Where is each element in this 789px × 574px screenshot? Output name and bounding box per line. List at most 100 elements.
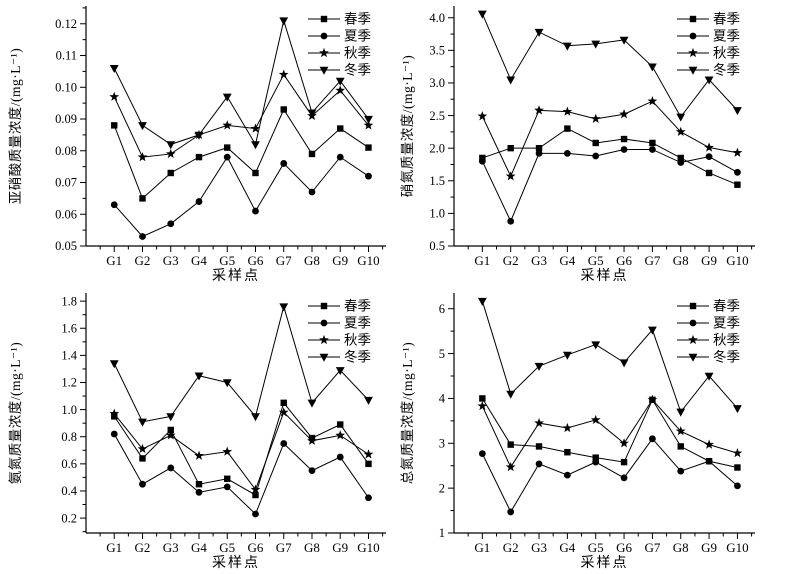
marker-star	[137, 152, 148, 162]
marker-circle	[705, 153, 713, 161]
marker-star	[505, 171, 516, 181]
legend-item: 夏季	[677, 29, 740, 44]
marker-star	[222, 120, 233, 130]
marker-star	[590, 414, 601, 425]
marker-star	[619, 109, 629, 119]
marker-square	[649, 139, 656, 147]
legend-item: 春季	[308, 299, 371, 314]
marker-triangle-down	[477, 297, 487, 306]
marker-star	[704, 439, 714, 449]
legend-label: 夏季	[713, 29, 740, 44]
svg-text:1.5: 1.5	[429, 174, 445, 188]
legend-item: 冬季	[308, 350, 371, 365]
marker-triangle-down	[591, 341, 601, 350]
marker-circle	[365, 494, 372, 502]
marker-square	[535, 144, 543, 152]
marker-circle	[507, 508, 515, 516]
svg-text:2: 2	[439, 481, 445, 495]
x-ticks	[99, 246, 384, 252]
legend-item: 夏季	[677, 316, 740, 331]
series-square	[111, 106, 372, 202]
svg-text:5: 5	[439, 347, 445, 361]
marker-circle	[280, 160, 288, 167]
marker-triangle-down	[619, 359, 629, 368]
marker-circle	[535, 460, 543, 468]
marker-circle	[139, 480, 146, 488]
svg-text:G1: G1	[474, 253, 490, 268]
marker-triangle-down	[335, 367, 345, 376]
svg-text:G3: G3	[163, 253, 179, 268]
marker-circle	[592, 458, 600, 466]
svg-text:1.2: 1.2	[61, 376, 77, 390]
marker-square	[167, 426, 174, 434]
x-axis-label: 采样点	[212, 555, 260, 571]
marker-circle	[320, 319, 328, 327]
marker-triangle-down	[319, 353, 329, 362]
marker-star	[165, 430, 176, 440]
legend-label: 冬季	[344, 63, 371, 78]
marker-star	[319, 334, 329, 345]
marker-circle	[223, 483, 231, 491]
svg-text:2.0: 2.0	[429, 141, 445, 155]
svg-text:G9: G9	[332, 253, 348, 268]
marker-square	[139, 455, 146, 462]
marker-star	[619, 438, 629, 448]
axes	[453, 293, 755, 534]
svg-text:0.06: 0.06	[55, 207, 77, 221]
marker-triangle-down	[251, 141, 260, 150]
marker-circle	[705, 457, 713, 465]
svg-text:1.6: 1.6	[61, 321, 77, 335]
x-tick-labels: G1 G2 G3 G4 G5 G6 G7 G8 G9 G10	[106, 253, 379, 268]
svg-text:0.07: 0.07	[55, 176, 77, 190]
marker-square	[677, 154, 684, 162]
marker-circle	[195, 488, 203, 496]
marker-square	[689, 302, 697, 310]
svg-text:G1: G1	[106, 540, 122, 555]
legend-label: 秋季	[713, 333, 740, 348]
chart-panel-ammonia: 0.2 0.4 0.6 0.8 1.0 1.2 1.4 1.6 1.8 G1 G2 G3 G4 G5 G6 G…	[0, 287, 394, 574]
marker-triangle-down	[562, 42, 572, 51]
series-triangle-down	[109, 17, 373, 150]
legend-item: 冬季	[677, 350, 740, 365]
series-circle	[110, 430, 372, 518]
legend-item: 冬季	[677, 63, 740, 78]
marker-triangle-down	[279, 303, 289, 312]
legend-label: 春季	[713, 299, 740, 314]
y-axis-label: 氨氮质量浓度/(mg·L⁻¹)	[8, 342, 23, 484]
marker-triangle-down	[534, 362, 544, 371]
marker-star	[562, 106, 573, 116]
marker-square	[677, 443, 684, 450]
marker-star	[590, 113, 601, 123]
marker-triangle-down	[166, 413, 176, 422]
marker-square	[705, 169, 713, 177]
x-tick-labels: G1 G2 G3 G4 G5 G6 G7 G8 G9 G10	[474, 253, 748, 268]
marker-triangle-down	[251, 413, 260, 422]
marker-circle	[648, 435, 656, 443]
axes	[453, 6, 755, 247]
legend-label: 春季	[713, 12, 740, 27]
marker-circle	[734, 482, 741, 490]
marker-star	[194, 450, 204, 460]
marker-star	[647, 96, 658, 106]
svg-text:0.09: 0.09	[55, 112, 77, 126]
marker-square	[252, 491, 259, 499]
ammonia-line-chart: 0.20.40.60.81.01.21.41.61.8G1 G2 G3 G4 G5 G6 G…	[8, 293, 386, 571]
marker-circle	[320, 32, 328, 40]
marker-star	[675, 426, 686, 436]
svg-text:G3: G3	[531, 253, 547, 268]
marker-circle	[336, 453, 344, 461]
total-nitrogen-line-chart: 1 2 3 4 5 6 G1 G2 G3 G4 G5 G6 G7 G8 G9 G10 总氮质量浓度/(mg·L⁻…	[400, 293, 755, 571]
svg-text:G10: G10	[726, 253, 748, 268]
svg-text:G3: G3	[531, 540, 547, 555]
svg-text:G1: G1	[106, 253, 122, 268]
svg-text:3.0: 3.0	[429, 76, 445, 90]
marker-star	[363, 120, 374, 130]
svg-text:G4: G4	[191, 540, 207, 555]
series-circle	[478, 435, 741, 516]
marker-square	[535, 443, 543, 450]
nitrate-line-chart: 0.5 1.0 1.5 2.0 2.5 3.0 3.5 4.0 G1 G2 G3 G4 G5 G6 G7 G8…	[400, 6, 755, 284]
svg-text:G2: G2	[135, 253, 151, 268]
legend-item: 秋季	[308, 46, 371, 61]
svg-text:G8: G8	[673, 540, 689, 555]
